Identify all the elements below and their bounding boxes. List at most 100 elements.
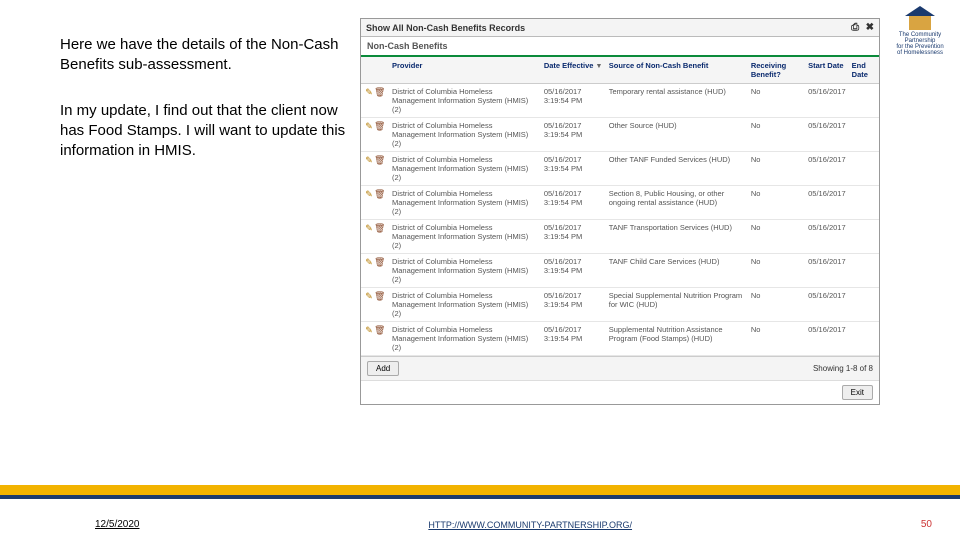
exit-button[interactable]: Exit: [842, 385, 873, 400]
cell-end: [849, 254, 879, 288]
cell-source: Section 8, Public Housing, or other ongo…: [606, 186, 748, 220]
table-row: ✎🗑 District of Columbia Homeless Manageme…: [361, 322, 879, 356]
delete-icon[interactable]: 🗑: [374, 325, 384, 335]
cell-end: [849, 288, 879, 322]
edit-icon[interactable]: ✎: [364, 257, 374, 267]
cell-end: [849, 186, 879, 220]
cell-source: Other TANF Funded Services (HUD): [606, 152, 748, 186]
cell-provider: District of Columbia Homeless Management…: [389, 220, 541, 254]
cell-provider: District of Columbia Homeless Management…: [389, 118, 541, 152]
table-row: ✎🗑 District of Columbia Homeless Manageme…: [361, 118, 879, 152]
cell-start: 05/16/2017: [805, 322, 849, 356]
cell-receiving: No: [748, 254, 805, 288]
page-number: 50: [921, 519, 932, 530]
house-icon: [905, 6, 935, 30]
cell-date: 05/16/2017 3:19:54 PM: [541, 186, 606, 220]
paragraph-1: Here we have the details of the Non-Cash…: [60, 35, 350, 76]
cell-source: Temporary rental assistance (HUD): [606, 84, 748, 118]
table-row: ✎🗑 District of Columbia Homeless Manageme…: [361, 220, 879, 254]
cell-receiving: No: [748, 118, 805, 152]
table-row: ✎🗑 District of Columbia Homeless Manageme…: [361, 288, 879, 322]
cell-date: 05/16/2017 3:19:54 PM: [541, 152, 606, 186]
table-row: ✎🗑 District of Columbia Homeless Manageme…: [361, 186, 879, 220]
cell-start: 05/16/2017: [805, 288, 849, 322]
records-window: Show All Non-Cash Benefits Records ⎙ ✖ N…: [360, 18, 880, 405]
col-end-date[interactable]: End Date: [849, 57, 879, 84]
edit-icon[interactable]: ✎: [364, 121, 374, 131]
section-header: Non-Cash Benefits: [361, 37, 879, 57]
cell-start: 05/16/2017: [805, 152, 849, 186]
benefits-table: Provider Date Effective▼ Source of Non-C…: [361, 57, 879, 356]
cell-source: Other Source (HUD): [606, 118, 748, 152]
cell-source: Special Supplemental Nutrition Program f…: [606, 288, 748, 322]
cell-end: [849, 118, 879, 152]
cell-source: TANF Transportation Services (HUD): [606, 220, 748, 254]
edit-icon[interactable]: ✎: [364, 189, 374, 199]
paragraph-2: In my update, I find out that the client…: [60, 101, 350, 162]
cell-provider: District of Columbia Homeless Management…: [389, 152, 541, 186]
slide-footer: 12/5/2020 HTTP://WWW.COMMUNITY-PARTNERSH…: [0, 519, 960, 530]
cell-date: 05/16/2017 3:19:54 PM: [541, 288, 606, 322]
cell-end: [849, 84, 879, 118]
cell-provider: District of Columbia Homeless Management…: [389, 288, 541, 322]
col-provider[interactable]: Provider: [389, 57, 541, 84]
cell-receiving: No: [748, 220, 805, 254]
edit-icon[interactable]: ✎: [364, 325, 374, 335]
cell-receiving: No: [748, 322, 805, 356]
cell-provider: District of Columbia Homeless Management…: [389, 322, 541, 356]
accent-bar: [0, 485, 960, 495]
cell-start: 05/16/2017: [805, 118, 849, 152]
cell-provider: District of Columbia Homeless Management…: [389, 186, 541, 220]
col-date-effective[interactable]: Date Effective▼: [541, 57, 606, 84]
cell-end: [849, 220, 879, 254]
cell-start: 05/16/2017: [805, 186, 849, 220]
cell-date: 05/16/2017 3:19:54 PM: [541, 254, 606, 288]
delete-icon[interactable]: 🗑: [374, 291, 384, 301]
logo-line-1: The Community Partnership: [890, 32, 950, 44]
cell-date: 05/16/2017 3:19:54 PM: [541, 118, 606, 152]
cell-provider: District of Columbia Homeless Management…: [389, 84, 541, 118]
edit-icon[interactable]: ✎: [364, 87, 374, 97]
edit-icon[interactable]: ✎: [364, 291, 374, 301]
cell-date: 05/16/2017 3:19:54 PM: [541, 322, 606, 356]
table-footer: Add Showing 1-8 of 8: [361, 356, 879, 380]
cell-receiving: No: [748, 186, 805, 220]
cell-source: TANF Child Care Services (HUD): [606, 254, 748, 288]
cell-end: [849, 152, 879, 186]
cell-start: 05/16/2017: [805, 220, 849, 254]
table-row: ✎🗑 District of Columbia Homeless Manageme…: [361, 152, 879, 186]
delete-icon[interactable]: 🗑: [374, 121, 384, 131]
cell-provider: District of Columbia Homeless Management…: [389, 254, 541, 288]
table-row: ✎🗑 District of Columbia Homeless Manageme…: [361, 84, 879, 118]
close-icon[interactable]: ✖: [866, 22, 874, 33]
cell-end: [849, 322, 879, 356]
delete-icon[interactable]: 🗑: [374, 87, 384, 97]
cell-date: 05/16/2017 3:19:54 PM: [541, 84, 606, 118]
footer-link[interactable]: HTTP://WWW.COMMUNITY-PARTNERSHIP.ORG/: [428, 520, 632, 530]
delete-icon[interactable]: 🗑: [374, 155, 384, 165]
logo-line-3: of Homelessness: [890, 50, 950, 56]
add-button[interactable]: Add: [367, 361, 399, 376]
print-icon[interactable]: ⎙: [851, 22, 859, 33]
col-actions: [361, 57, 389, 84]
cell-receiving: No: [748, 288, 805, 322]
col-start-date[interactable]: Start Date: [805, 57, 849, 84]
cell-receiving: No: [748, 152, 805, 186]
delete-icon[interactable]: 🗑: [374, 257, 384, 267]
edit-icon[interactable]: ✎: [364, 155, 374, 165]
sort-desc-icon: ▼: [595, 63, 602, 70]
edit-icon[interactable]: ✎: [364, 223, 374, 233]
footer-date: 12/5/2020: [95, 519, 140, 530]
col-receiving[interactable]: Receiving Benefit?: [748, 57, 805, 84]
col-source[interactable]: Source of Non-Cash Benefit: [606, 57, 748, 84]
table-row: ✎🗑 District of Columbia Homeless Manageme…: [361, 254, 879, 288]
cell-start: 05/16/2017: [805, 84, 849, 118]
explanatory-text: Here we have the details of the Non-Cash…: [60, 35, 350, 161]
showing-text: Showing 1-8 of 8: [813, 364, 873, 373]
cell-source: Supplemental Nutrition Assistance Progra…: [606, 322, 748, 356]
cell-date: 05/16/2017 3:19:54 PM: [541, 220, 606, 254]
org-logo: The Community Partnership for the Preven…: [890, 6, 950, 56]
delete-icon[interactable]: 🗑: [374, 223, 384, 233]
cell-receiving: No: [748, 84, 805, 118]
delete-icon[interactable]: 🗑: [374, 189, 384, 199]
